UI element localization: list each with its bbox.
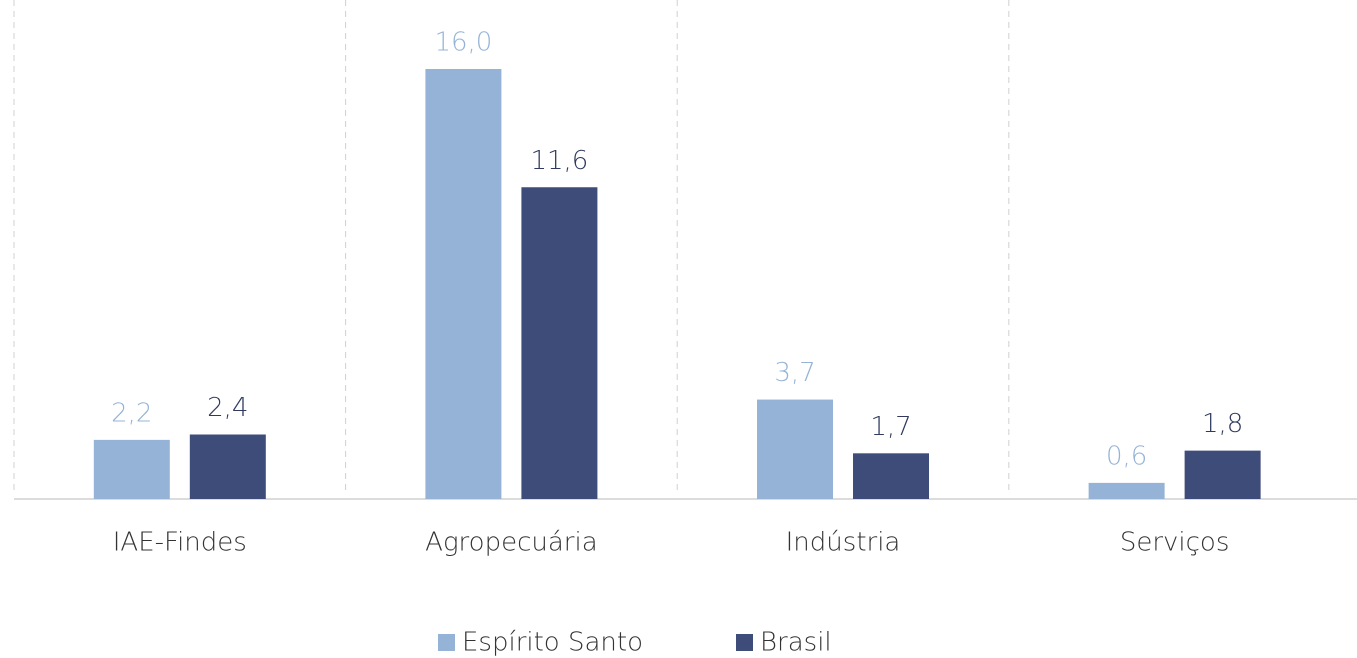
data-label: 1,8 [1202, 409, 1243, 439]
bar [757, 399, 834, 499]
data-label: 1,7 [870, 412, 911, 442]
legend-label: Espírito Santo [462, 628, 643, 658]
data-label: 16,0 [434, 28, 492, 58]
legend-swatch [438, 634, 455, 651]
x-tick-label: Indústria [786, 528, 901, 558]
bar [1184, 450, 1261, 499]
bar [521, 187, 598, 499]
bar [425, 69, 502, 499]
legend-swatch [736, 634, 753, 651]
data-label: 3,7 [774, 358, 815, 388]
data-label: 0,6 [1106, 441, 1147, 471]
x-tick-label: Agropecuária [425, 528, 597, 558]
bar [853, 453, 930, 499]
data-label: 11,6 [530, 146, 588, 176]
data-label: 2,2 [111, 398, 152, 428]
x-tick-label: IAE-Findes [113, 528, 247, 558]
bar [189, 434, 266, 499]
bar [1088, 482, 1165, 499]
legend-label: Brasil [760, 628, 832, 658]
data-label: 2,4 [207, 393, 248, 423]
x-tick-label: Serviços [1120, 528, 1230, 558]
bar [93, 439, 170, 499]
